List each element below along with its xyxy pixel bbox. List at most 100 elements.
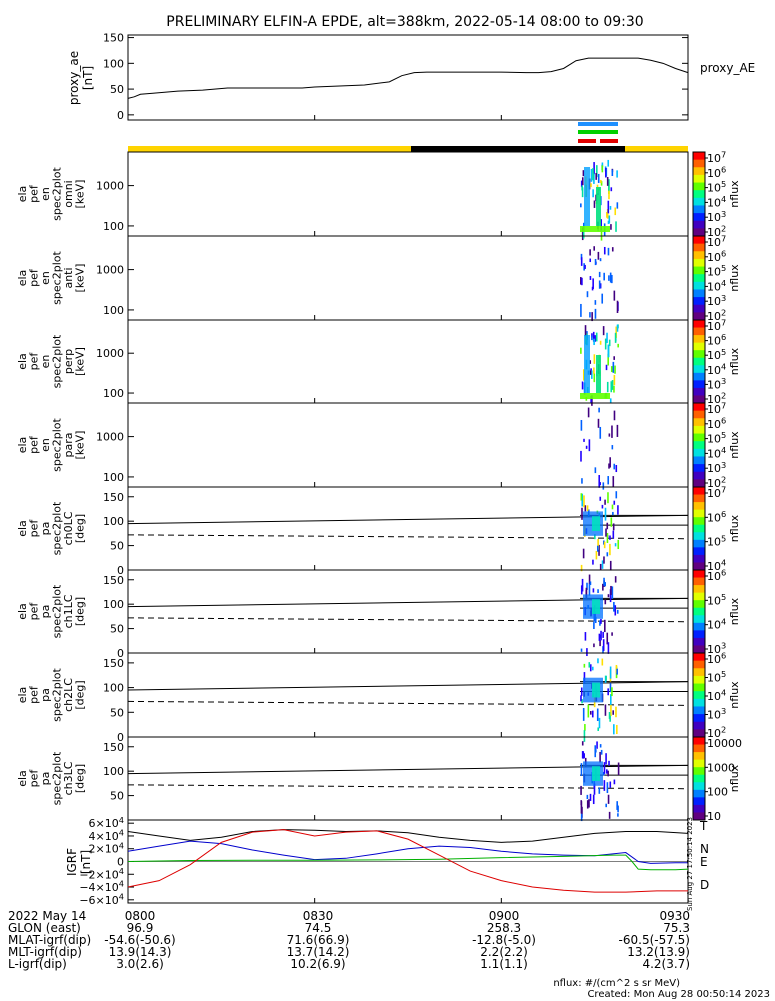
spectrogram-cell (584, 325, 587, 337)
spectrogram-cell (604, 619, 606, 633)
colorbar-swatch (693, 456, 705, 465)
units-note: nflux: #/(cm^2 s sr MeV) (553, 978, 680, 989)
ylabel-line: spec2plot (51, 668, 64, 722)
colorbar-label: nflux (728, 681, 741, 709)
spectrogram-cell (589, 370, 592, 375)
spectrogram-cell (611, 586, 614, 599)
colorbar-tick-label: 102 (707, 725, 726, 740)
anti-loss-cone-line (127, 784, 689, 790)
spectrogram-cell (599, 258, 602, 262)
spectrogram-cell (597, 545, 599, 552)
spectrogram-cell (581, 478, 583, 484)
ytick-label: 1000 (96, 431, 124, 444)
ylabel-line: en (39, 271, 52, 285)
xtick-label: 0900 (488, 909, 520, 923)
colorbar-tick-label: 106 (707, 164, 726, 179)
spectrogram-cell (592, 278, 594, 289)
loss-cone-line (127, 681, 689, 691)
spectrogram-cell (612, 511, 614, 516)
ylabel-line: pef (28, 769, 41, 788)
spectrogram-cell (612, 530, 615, 539)
colorbar-tick-label: 102 (707, 475, 726, 490)
ylabel-line: en (39, 187, 52, 201)
spectrogram-cell (612, 523, 615, 531)
ytick-label: −2×104 (79, 866, 124, 881)
colorbar-swatch (693, 448, 705, 457)
spectrogram-cell (593, 246, 596, 251)
spectrogram-cell (603, 246, 606, 255)
footer-row-value: 2.2(2.2) (480, 945, 528, 959)
colorbar-tick-label: 104 (707, 616, 726, 631)
spectrogram-cell (592, 189, 594, 198)
spectrogram-cell (580, 419, 583, 431)
footer-row-value: 3.0(2.6) (116, 957, 164, 971)
colorbar-swatch (693, 714, 705, 723)
spectrogram-cell (580, 253, 583, 260)
footer-row-value: -54.6(-50.6) (104, 933, 176, 947)
spectrogram-cell (608, 275, 610, 281)
spectrogram-cell (601, 293, 604, 304)
spectrogram-cell (590, 168, 593, 182)
igrf-legend-n: N (700, 842, 709, 856)
spectrogram-cell (599, 563, 602, 570)
spectrogram-cell (581, 177, 584, 186)
colorbar-tick-label: 102 (707, 391, 726, 406)
pa_ch2LC-frame (127, 652, 689, 738)
spectrogram-cell (609, 205, 612, 210)
spectrogram-cell (589, 793, 592, 801)
spectrogram-cell (600, 630, 602, 641)
colorbar-swatch (693, 691, 705, 700)
colorbar-swatch (693, 502, 705, 511)
ylabel-line: pef (28, 685, 41, 704)
spectrogram-cell (608, 215, 611, 224)
spectrogram-core (592, 682, 600, 698)
colorbar-tick-label: 103 (707, 209, 726, 224)
ytick-label: 0 (117, 856, 124, 869)
colorbar-swatch (693, 182, 705, 191)
spectrogram-cell (580, 347, 582, 354)
ytick-label: 100 (103, 304, 124, 317)
colorbar-swatch (693, 812, 705, 821)
colorbar-tick-label: 104 (707, 558, 726, 573)
spectrogram-cell (608, 433, 611, 437)
ylabel-line: pef (28, 519, 41, 538)
spectrogram-cell (598, 271, 601, 278)
colorbar-swatch (693, 297, 705, 306)
spectrogram-cell (601, 165, 604, 173)
spectrogram-cell (581, 381, 584, 390)
spectrogram-cell (601, 504, 604, 509)
spectrogram-cell (598, 717, 601, 729)
footer-row-value: 1.1(1.1) (480, 957, 528, 971)
ylabel-line: ela (16, 603, 29, 620)
colorbar-swatch (693, 744, 705, 753)
spectrogram-cell (581, 493, 584, 507)
spectrogram-cell (606, 212, 608, 218)
colorbar-swatch (693, 509, 705, 518)
footer-row-value: 74.5 (304, 921, 332, 935)
spectrogram-cell (594, 616, 597, 624)
spectrogram-cell (594, 308, 597, 319)
colorbar-swatch (693, 767, 705, 776)
spectrogram-cell (581, 507, 583, 520)
ylabel-line: [nT] (81, 66, 95, 90)
spectrogram-cell (588, 662, 591, 668)
ylabel-line: ch3LC (62, 761, 75, 795)
footer-row-value: 71.6(66.9) (286, 933, 350, 947)
spectrogram-cell (600, 181, 603, 186)
spectrogram-cell (604, 582, 606, 587)
spectrogram-cell (607, 476, 610, 485)
spectrogram-cell (607, 642, 610, 654)
igrf-legend-e: E (700, 855, 708, 869)
colorbar-tick-label: 105 (707, 533, 726, 548)
ytick-label: 100 (103, 220, 124, 233)
spectrogram-core (592, 766, 600, 781)
spectrogram-cell (581, 699, 583, 704)
colorbar-label: nflux (728, 347, 741, 375)
spectrogram-cell (613, 463, 616, 470)
spectrogram-cell (593, 338, 595, 346)
colorbar-tick-label: 104 (707, 361, 726, 376)
spectrogram-cell (592, 559, 594, 565)
